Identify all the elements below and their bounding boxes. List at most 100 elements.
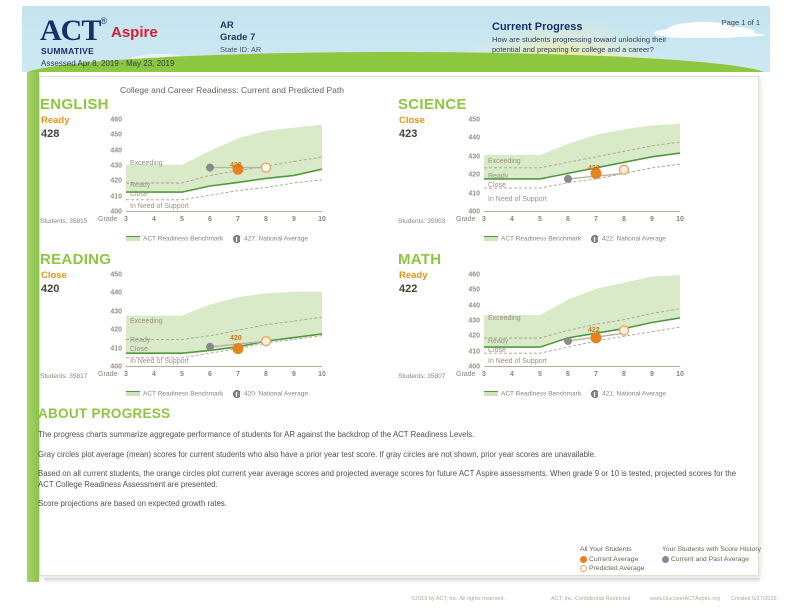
y-axis-labels: 460 450 440 430 420 410 400 [98,117,122,216]
y-tick: 440 [110,289,122,297]
y-tick: 450 [110,131,122,139]
y-tick: 430 [468,153,480,161]
x-tick: 9 [292,371,296,378]
band-label-in-need: In Need of Support [488,358,547,365]
x-tick: 8 [264,216,268,223]
page-number: Page 1 of 1 [721,18,760,27]
chart-legend: ACT Readiness Benchmark 427: National Ave… [126,230,356,243]
x-tick: 4 [152,371,156,378]
legend-col1-header: All Your Students [580,546,632,553]
x-tick: 9 [650,371,654,378]
about-paragraph-3: Based on all current students, the orang… [38,469,737,489]
band-label-exceeding: Exceeding [488,315,521,322]
y-tick: 420 [468,171,480,179]
national-average-icon [233,389,242,398]
past-average-marker [564,337,572,345]
x-tick: 9 [292,216,296,223]
chart-score-value: 422 [399,283,418,295]
x-axis: Grade 3 4 5 6 7 8 9 10 [98,216,328,228]
x-tick: 4 [152,216,156,223]
x-tick: 7 [236,216,240,223]
chart-readiness-level: Ready [41,115,70,126]
x-tick: 8 [622,371,626,378]
legend-benchmark-label: ACT Readiness Benchmark [143,390,224,398]
legend-national-label: 420: National Average [244,390,308,398]
x-axis: Grade 3 4 5 6 7 8 9 10 [456,216,686,228]
exceeding-band [484,123,680,179]
band-label-exceeding: Exceeding [488,158,521,165]
plot-canvas: Exceeding Ready Close In Need of Support… [484,275,680,367]
national-average-icon [233,234,242,243]
trademark-icon: ® [100,16,107,26]
y-axis-labels: 450 440 430 420 410 400 [98,271,122,371]
x-tick: 3 [124,371,128,378]
band-label-exceeding: Exceeding [130,160,163,167]
predicted-average-icon [580,564,587,572]
ready-boundary-line [126,156,322,184]
x-tick: 3 [482,216,486,223]
y-tick: 450 [110,271,122,279]
chart-readiness-level: Close [399,115,425,126]
band-label-close: Close [488,182,506,189]
chart-subject-label: ENGLISH [40,96,109,113]
x-tick: 4 [510,371,514,378]
y-tick: 410 [468,348,480,356]
chart-score-value: 423 [399,128,418,140]
report-legend: All Your Students Current Average Predic… [580,546,770,573]
benchmark-line [484,317,680,348]
band-label-close: Close [130,346,148,353]
band-label-in-need: In Need of Support [130,358,189,365]
report-subtitle: How are students progressing toward unlo… [492,35,667,54]
legend-national-label: 421: National Average [602,390,666,398]
legend-col-score-history: Your Students with Score History Current… [661,546,770,564]
x-axis: Grade 3 4 5 6 7 8 9 10 [98,371,328,383]
hill-green-graphic [22,52,770,72]
y-tick: 440 [468,302,480,310]
exceeding-band [126,124,322,193]
past-average-marker [206,163,214,172]
x-tick: 6 [208,371,212,378]
past-average-marker [564,174,572,183]
about-paragraph-4: Score projections are based on expected … [38,499,227,508]
y-axis-labels: 450 440 430 420 410 400 [456,117,480,216]
chart-legend: ACT Readiness Benchmark 422: National Ave… [484,230,714,243]
chart-student-count: Students: 35807 [398,373,446,380]
left-accent-bar [27,72,39,582]
benchmark-swatch [126,391,140,397]
x-tick: 5 [180,216,184,223]
x-axis-title: Grade [456,216,476,223]
exceeding-band [126,291,322,354]
chart-subject-label: SCIENCE [398,96,467,113]
section-title: College and Career Readiness: Current an… [120,85,344,95]
current-average-marker [232,343,244,355]
about-title: ABOUT PROGRESS [38,406,171,421]
current-average-marker [590,332,602,344]
plot-canvas: Exceeding Ready Close In Need of Support… [484,120,680,212]
chart-legend: ACT Readiness Benchmark 421: National Ave… [484,385,714,398]
y-tick: 430 [468,317,480,325]
predicted-average-marker [618,164,630,175]
current-average-value-label: 428 [230,162,242,169]
y-tick: 420 [468,332,480,340]
about-paragraph-1: The progress charts summarize aggregate … [38,430,475,439]
legend-col-all-students: All Your Students Current Average Predic… [580,546,660,573]
benchmark-line [484,152,680,180]
page-header: ACT®Aspire SUMMATIVE Assessed Apr 8, 201… [22,6,770,72]
legend-current-average-row: Current Average [580,555,660,564]
y-tick: 460 [468,271,480,279]
y-tick: 410 [468,190,480,198]
chart-plot-area: 460 450 440 430 420 410 400 [98,117,328,243]
current-progress-block: Current Progress How are students progre… [492,20,672,54]
cloud-icon [667,22,741,38]
plot-canvas: Exceeding Ready Close In Need of Support… [126,120,322,212]
plot-canvas: Exceeding Ready Close In Need of Support… [126,275,322,367]
x-tick: 5 [538,216,542,223]
chart-plot-area: 450 440 430 420 410 400 Exceedin [456,117,686,243]
x-tick: 7 [594,216,598,223]
footer-website: www.DiscoverACTAspire.org [650,596,721,602]
x-tick: 7 [594,371,598,378]
legend-benchmark-label: ACT Readiness Benchmark [501,235,582,243]
chart-subject-label: MATH [398,251,442,268]
act-aspire-logo: ACT®Aspire [40,16,158,46]
chart-score-value: 420 [41,283,60,295]
